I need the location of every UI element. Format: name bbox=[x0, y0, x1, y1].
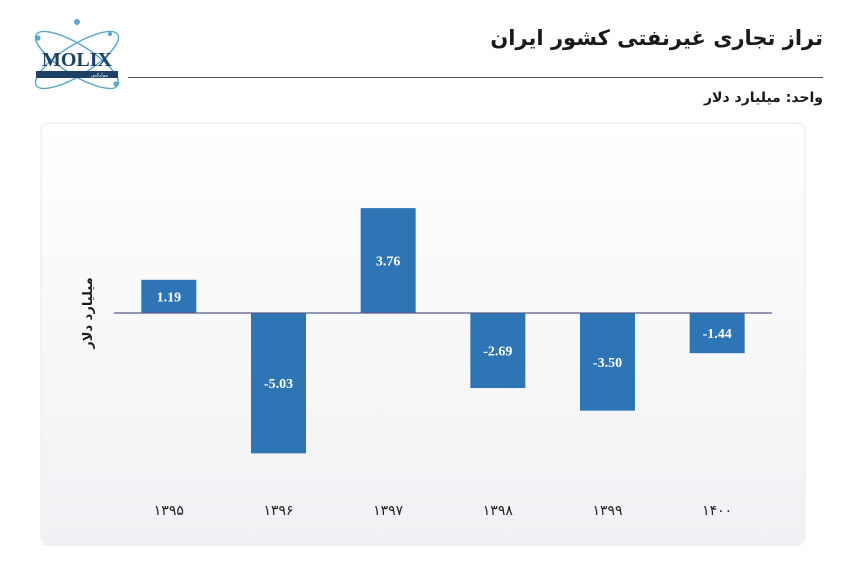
logo-subtext: مولیکس bbox=[91, 73, 109, 79]
x-tick-label: ۱۳۹۹ bbox=[592, 503, 622, 519]
bar bbox=[360, 208, 416, 313]
bar bbox=[470, 313, 526, 389]
title-divider bbox=[128, 77, 823, 78]
bar bbox=[251, 313, 306, 454]
molix-logo: MOLIX مولیکس bbox=[34, 19, 120, 90]
bar bbox=[689, 313, 745, 354]
data-label: -2.69 bbox=[483, 345, 512, 360]
x-tick-label: ۱۴۰۰ bbox=[702, 503, 732, 519]
data-label: 1.19 bbox=[157, 290, 182, 305]
page-title: تراز تجاری غیرنفتی کشور ایران bbox=[490, 26, 823, 50]
x-tick-label: ۱۳۹۵ bbox=[154, 503, 184, 519]
data-label: 3.76 bbox=[376, 255, 401, 270]
data-label: -3.50 bbox=[593, 356, 622, 371]
bar-chart: 1.19 -5.03 3.76 -2.69 -3.50 -1.44 ۱۳۹۵ ۱۳۹۶ ۱۳۹۷… bbox=[81, 208, 772, 519]
bar bbox=[580, 313, 635, 411]
unit-label: واحد: میلیارد دلار bbox=[703, 90, 823, 106]
y-axis-title: میلیارد دلار bbox=[81, 277, 96, 349]
data-label: -5.03 bbox=[264, 377, 293, 392]
chart-panel: 1.19 -5.03 3.76 -2.69 -3.50 -1.44 ۱۳۹۵ ۱۳۹۶ ۱۳۹۷… bbox=[42, 124, 804, 544]
data-label: -1.44 bbox=[703, 327, 732, 342]
x-tick-label: ۱۳۹۸ bbox=[483, 503, 514, 519]
logo-text: MOLIX bbox=[42, 49, 113, 71]
x-tick-label: ۱۳۹۷ bbox=[373, 503, 404, 519]
x-tick-label: ۱۳۹۶ bbox=[263, 503, 293, 519]
bar bbox=[141, 279, 197, 313]
